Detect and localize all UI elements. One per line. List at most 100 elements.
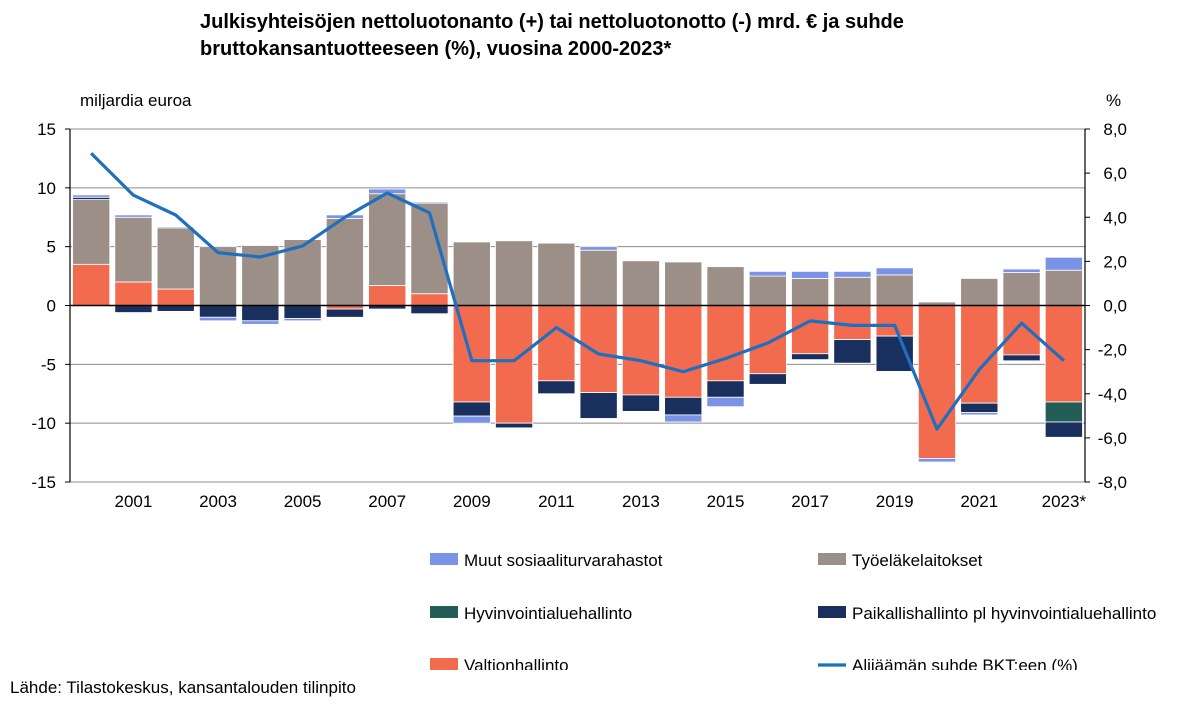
y2-tick-label: -8,0 [1098, 473, 1127, 492]
bar-segment [241, 320, 280, 325]
bar-segment [156, 288, 195, 306]
bar-segment [664, 305, 703, 398]
x-tick-label: 2005 [284, 492, 322, 511]
bar-segment [706, 305, 745, 382]
bar-segment [748, 373, 787, 385]
bar-segment [791, 353, 830, 361]
y-tick-label: -5 [41, 355, 56, 374]
bar-segment [579, 249, 618, 306]
x-tick-label: 2015 [707, 492, 745, 511]
bar-segment [368, 285, 407, 306]
chart: 15 10 5 0 -5 -10 -15 8,0 6,0 4,0 2,0 0,0 -2,0 -4,0 -6,… [31, 120, 1156, 670]
y2-tick-label: 0,0 [1103, 297, 1127, 316]
bar-segment [621, 305, 660, 396]
bar-segment [156, 305, 195, 312]
bar-segment [72, 263, 111, 306]
bar-segment [114, 281, 153, 306]
y2-tick-label: 6,0 [1103, 164, 1127, 183]
bar-segment [791, 305, 830, 355]
bar-segment [537, 380, 576, 395]
bar-segment [748, 275, 787, 306]
x-tick-label: 2017 [791, 492, 829, 511]
bar-segment [960, 412, 999, 416]
legend-label: Valtionhallinto [464, 656, 569, 670]
right-axis-unit: % [1106, 91, 1122, 110]
legend-swatch [430, 606, 458, 618]
x-tick-label: 2023* [1042, 492, 1087, 511]
legend-label: Paikallishallinto pl hyvinvointialuehall… [852, 604, 1156, 623]
bar-segment [664, 396, 703, 416]
bar-segment [241, 305, 280, 322]
legend-label: Muut sosiaaliturvarahastot [464, 551, 663, 570]
y2-tick-label: -6,0 [1098, 429, 1127, 448]
bar-segment [917, 458, 956, 463]
x-tick-label: 2007 [368, 492, 406, 511]
legend-label: Hyvinvointialuehallinto [464, 604, 632, 623]
x-tick-label: 2001 [115, 492, 153, 511]
legend-swatch [430, 553, 458, 565]
x-tick-label: 2021 [960, 492, 998, 511]
x-tick-label: 2003 [199, 492, 237, 511]
y2-tick-label: 8,0 [1103, 120, 1127, 139]
bar-segment [1002, 354, 1041, 362]
bar-segment [579, 305, 618, 393]
bar-segment [579, 246, 618, 251]
bar-segment [1044, 421, 1083, 438]
legend-swatch [430, 658, 458, 670]
bar-segment [495, 422, 534, 429]
bar-segment [791, 270, 830, 279]
deficit-ratio-line [89, 152, 1065, 431]
y-tick-label: -10 [31, 414, 56, 433]
bar-segment [325, 308, 364, 318]
bar-segment [199, 305, 238, 318]
y-tick-label: -15 [31, 473, 56, 492]
bar-segment [875, 274, 914, 306]
bar-segment [283, 318, 322, 322]
y-tick-label: 15 [37, 120, 56, 139]
bar-segment [748, 270, 787, 277]
x-tick-label: 2019 [876, 492, 914, 511]
bar-segment [917, 305, 956, 459]
bar-segment [114, 305, 153, 313]
bar-segment [410, 305, 449, 315]
y-tick-label: 0 [47, 297, 56, 316]
bar-segment [579, 392, 618, 419]
chart-title-line2: bruttokansantuotteeseen (%), vuosina 200… [200, 38, 672, 60]
bar-segment [410, 293, 449, 306]
y-tick-label: 10 [37, 179, 56, 198]
chart-title: Julkisyhteisöjen nettoluotonanto (+) tai… [200, 9, 1100, 63]
bar-segment [199, 246, 238, 306]
bar-segment [706, 380, 745, 398]
x-tick-label: 2013 [622, 492, 660, 511]
bar-segment [1044, 305, 1083, 403]
chart-title-line1: Julkisyhteisöjen nettoluotonanto (+) tai… [200, 11, 904, 33]
bar-segment [537, 242, 576, 306]
legend-swatch [818, 606, 846, 618]
bar-segment [156, 227, 195, 290]
bar-segment [833, 339, 872, 364]
bar-segment [664, 414, 703, 423]
bar-segment [621, 394, 660, 412]
bar-segment [452, 415, 491, 424]
bar-segment [495, 305, 534, 424]
legend-label: Työeläkelaitokset [852, 551, 983, 570]
bar-segment [960, 278, 999, 306]
bar-segment [72, 199, 111, 265]
left-axis-unit: miljardia euroa [80, 91, 192, 110]
y2-tick-label: -2,0 [1098, 341, 1127, 360]
bar-segment [410, 201, 449, 204]
bar-segment [1044, 401, 1083, 423]
bar-segment [621, 260, 660, 306]
bar-segment [664, 261, 703, 306]
bar-segment [1044, 256, 1083, 271]
y2-tick-label: 4,0 [1103, 208, 1127, 227]
bar-segment [452, 401, 491, 417]
x-tick-label: 2011 [538, 492, 575, 511]
bar-segment [1044, 269, 1083, 306]
bar-segment [791, 278, 830, 306]
y2-tick-label: 2,0 [1103, 252, 1127, 271]
bar-segment [833, 270, 872, 278]
source-note: Lähde: Tilastokeskus, kansantalouden til… [10, 678, 356, 697]
bar-segment [283, 305, 322, 319]
bar-segment [114, 214, 153, 218]
